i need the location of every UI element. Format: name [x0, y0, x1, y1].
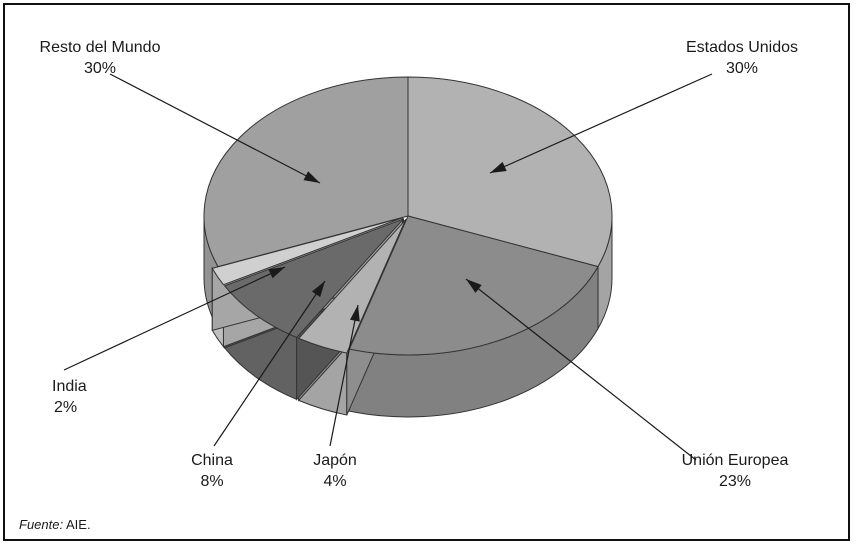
- leader-japón: [329, 304, 359, 447]
- leader-india: [63, 266, 286, 371]
- pie-slice-india: [211, 217, 403, 286]
- source-prefix: Fuente:: [19, 517, 64, 532]
- slice-value-india: 2%: [54, 399, 77, 416]
- arrowhead-estados-unidos: [490, 161, 507, 173]
- pie-tops: [203, 76, 613, 356]
- pie-labels: Estados Unidos 30% Unión Europea 23% Japón 4%…: [40, 39, 799, 490]
- slice-label-japón: Japón: [313, 452, 357, 469]
- source-note: Fuente: AIE.: [19, 517, 91, 532]
- slice-value-japón: 4%: [323, 473, 346, 490]
- slice-value-china: 8%: [200, 473, 223, 490]
- slice-label-estados-unidos: Estados Unidos: [686, 39, 798, 56]
- slice-label-china: China: [191, 452, 233, 469]
- arrowhead-china: [311, 281, 325, 298]
- slice-label-india: India: [52, 378, 87, 395]
- leader-resto-del-mundo: [109, 73, 321, 184]
- slice-label-resto-del-mundo: Resto del Mundo: [40, 39, 161, 56]
- pie-slice-japón: [297, 219, 406, 354]
- leader-unión-europea: [465, 278, 697, 461]
- pie-slice-resto-del-mundo: [203, 76, 409, 268]
- slice-value-resto-del-mundo: 30%: [84, 60, 116, 77]
- pie-slice-china: [223, 218, 404, 339]
- pie-leaders: [63, 73, 713, 461]
- slice-value-unión-europea: 23%: [719, 473, 751, 490]
- slice-label-unión-europea: Unión Europea: [682, 452, 789, 469]
- arrowhead-resto-del-mundo: [303, 171, 320, 183]
- leader-estados-unidos: [489, 73, 713, 174]
- arrowhead-unión-europea: [466, 279, 482, 293]
- source-text: AIE.: [63, 517, 91, 532]
- arrowhead-japón: [349, 305, 360, 322]
- pie-slice-estados-unidos: [407, 76, 613, 268]
- leader-china: [213, 280, 326, 447]
- slice-value-estados-unidos: 30%: [726, 60, 758, 77]
- arrowhead-india: [268, 267, 285, 279]
